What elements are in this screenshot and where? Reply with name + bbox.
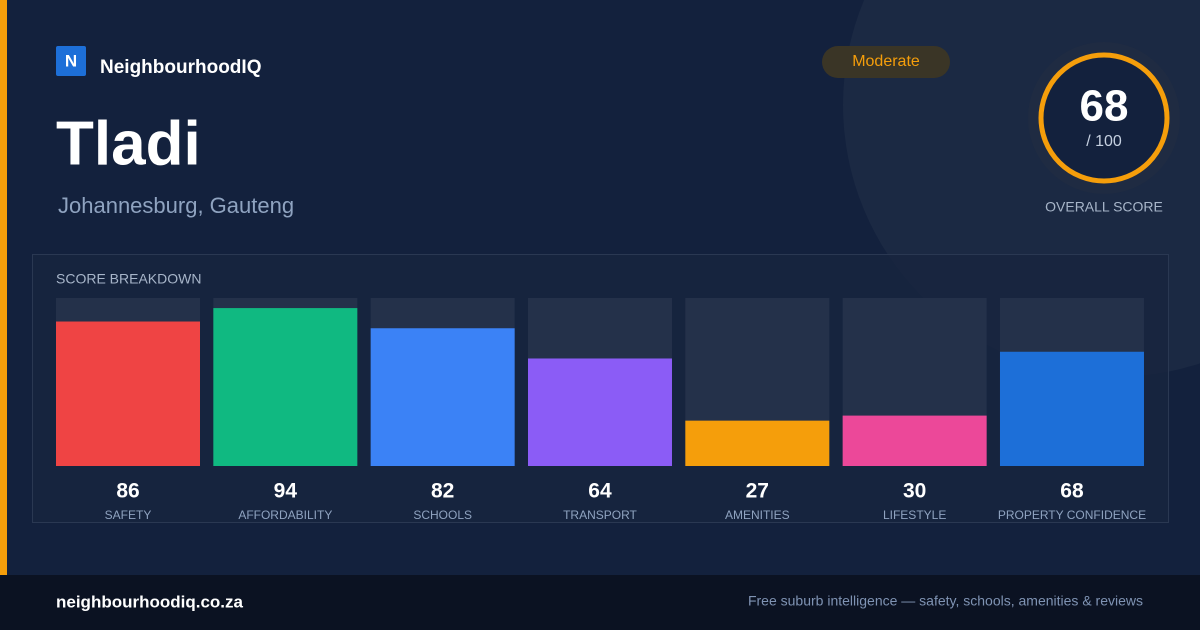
footer-site: neighbourhoodiq.co.za <box>56 592 244 611</box>
logo-letter: N <box>65 51 77 70</box>
bar <box>999 351 1144 466</box>
breakdown-title: SCORE BREAKDOWN <box>56 271 201 287</box>
brand-name: NeighbourhoodIQ <box>100 57 261 78</box>
badge-text: Moderate <box>852 53 920 70</box>
value-label: 64 <box>588 480 612 503</box>
value-label: 27 <box>746 480 769 503</box>
suburb-location: Johannesburg, Gauteng <box>58 193 294 218</box>
badge <box>822 46 950 78</box>
value-label: 30 <box>903 480 926 503</box>
footer <box>0 575 1200 630</box>
category-label: PROPERTY CONFIDENCE <box>998 508 1146 522</box>
accent-stripe <box>0 0 7 575</box>
score-ring <box>1038 52 1170 184</box>
category-label: AMENITIES <box>725 508 790 522</box>
value-label: 94 <box>274 480 298 503</box>
bar <box>842 415 987 466</box>
bar <box>685 420 830 466</box>
bar <box>527 358 672 466</box>
bar <box>56 321 200 466</box>
value-label: 86 <box>116 480 139 503</box>
suburb-name: Tladi <box>56 109 201 178</box>
category-label: SCHOOLS <box>413 508 472 522</box>
overall-label: OVERALL SCORE <box>1045 199 1163 215</box>
bar <box>213 308 358 466</box>
footer-tagline: Free suburb intelligence — safety, schoo… <box>748 593 1143 609</box>
category-label: SAFETY <box>105 508 152 522</box>
category-label: LIFESTYLE <box>883 508 946 522</box>
bar <box>370 328 515 466</box>
overall-score: 68 <box>1080 82 1129 131</box>
value-label: 68 <box>1060 480 1084 503</box>
logo-box <box>56 46 86 76</box>
category-label: AFFORDABILITY <box>238 508 332 522</box>
overall-out-of: / 100 <box>1086 133 1122 150</box>
category-label: TRANSPORT <box>563 508 637 522</box>
value-label: 82 <box>431 480 454 503</box>
